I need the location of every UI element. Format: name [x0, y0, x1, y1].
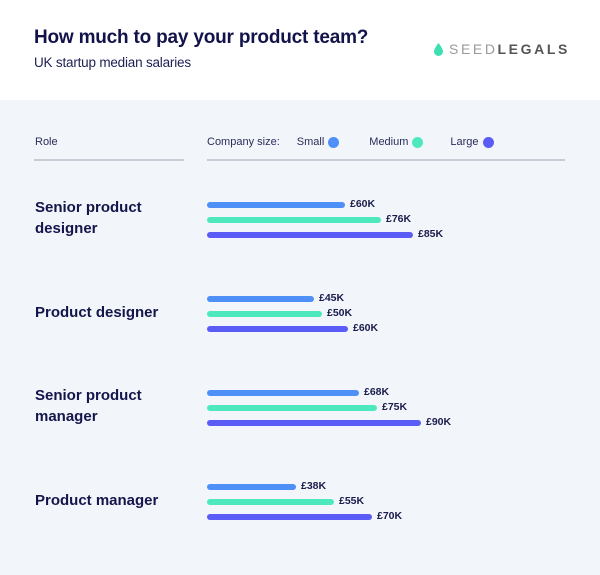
bar-small	[207, 202, 345, 208]
bar-value: £45K	[319, 292, 345, 304]
bar-value: £75K	[382, 401, 408, 413]
drop-icon	[434, 42, 443, 56]
legend-label: Large	[450, 136, 479, 148]
bar-medium	[207, 217, 381, 223]
bar-value: £85K	[418, 228, 444, 240]
logo-text: SEEDLEGALS	[449, 41, 570, 57]
page-subtitle: UK startup median salaries	[34, 55, 191, 70]
bar-large	[207, 514, 372, 520]
bar-value: £55K	[339, 495, 365, 507]
legend-title: Company size:	[207, 136, 280, 148]
bar-value: £38K	[301, 480, 327, 492]
bar-small	[207, 484, 296, 490]
bar-medium	[207, 405, 377, 411]
role-column-header: Role	[35, 136, 58, 148]
legend-item-large: Large	[450, 136, 494, 148]
seedlegals-logo: SEEDLEGALS	[434, 41, 570, 57]
bar-small	[207, 296, 314, 302]
header: How much to pay your product team? UK st…	[0, 0, 600, 100]
bar-value: £90K	[426, 416, 452, 428]
bar-value: £60K	[353, 322, 379, 334]
bar-large	[207, 326, 348, 332]
legend: Company size: Small Medium Large	[207, 136, 514, 148]
legend-label: Medium	[369, 136, 409, 148]
chart-divider	[207, 159, 565, 161]
bar-large	[207, 420, 421, 426]
legend-dot-medium-icon	[412, 136, 424, 148]
bar-large	[207, 232, 413, 238]
legend-item-medium: Medium	[369, 136, 424, 148]
bar-value: £68K	[364, 386, 390, 398]
bar-small	[207, 390, 359, 396]
bar-value: £70K	[377, 510, 403, 522]
bar-medium	[207, 311, 322, 317]
legend-label: Small	[296, 136, 325, 148]
legend-dot-small-icon	[328, 136, 340, 148]
role-label: Senior product designer	[35, 199, 142, 237]
logo-legals: LEGALS	[497, 41, 570, 57]
bar-value: £60K	[350, 198, 376, 210]
page-title: How much to pay your product team?	[34, 27, 369, 48]
role-label: Senior product manager	[35, 387, 142, 425]
role-label: Product designer	[35, 304, 159, 321]
role-label: Product manager	[35, 492, 159, 509]
bar-medium	[207, 499, 334, 505]
legend-item-small: Small	[297, 136, 340, 148]
role-divider	[34, 159, 184, 161]
logo-seed: SEED	[449, 41, 498, 57]
legend-dot-large-icon	[482, 136, 494, 148]
bar-value: £50K	[327, 307, 353, 319]
bar-value: £76K	[386, 213, 412, 225]
